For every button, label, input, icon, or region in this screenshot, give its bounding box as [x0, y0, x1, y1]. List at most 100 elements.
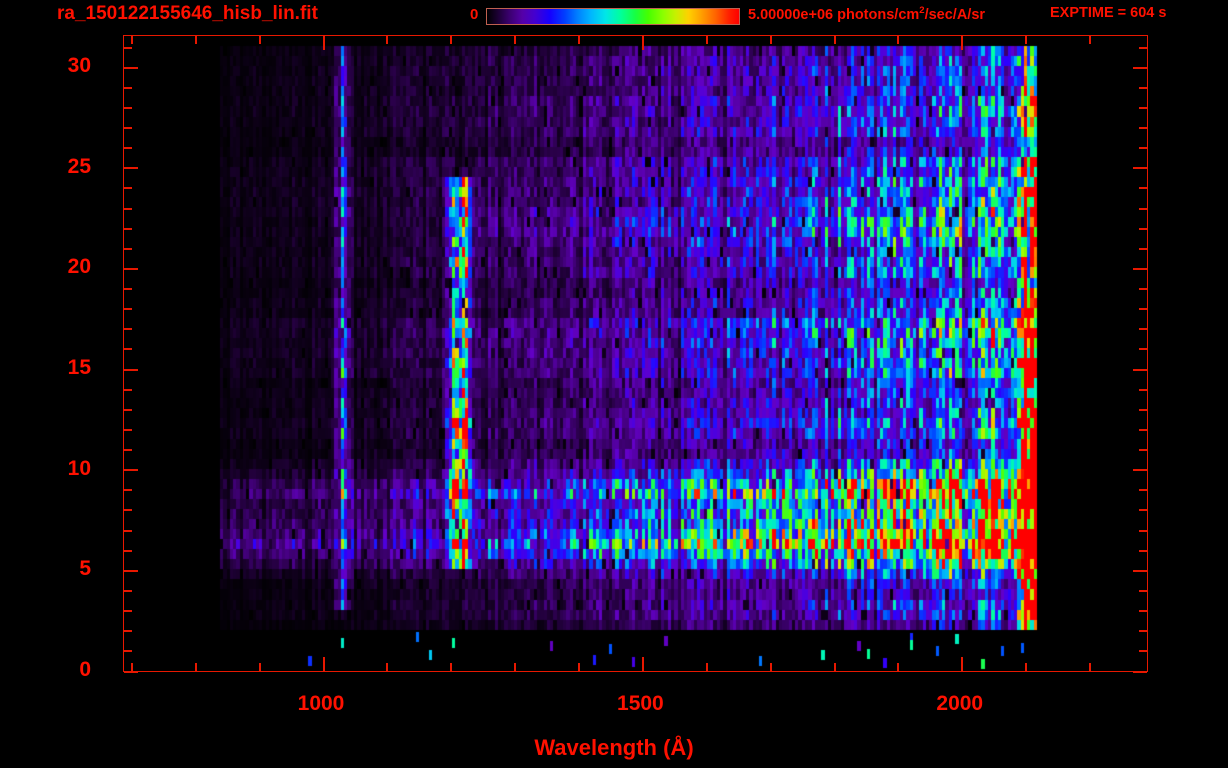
axis-tick — [450, 36, 453, 44]
axis-tick — [1133, 469, 1147, 472]
axis-tick — [124, 489, 132, 492]
axis-tick — [1139, 288, 1147, 291]
axis-tick — [1133, 167, 1147, 170]
axis-tick — [514, 36, 517, 44]
axis-tick — [1139, 308, 1147, 311]
y-tick-label: 20 — [67, 255, 91, 279]
axis-tick — [124, 670, 138, 673]
axis-tick — [1089, 663, 1091, 671]
axis-tick — [124, 227, 132, 230]
x-tick-label: 1500 — [617, 692, 664, 715]
plot-frame — [123, 35, 1148, 673]
axis-tick — [1139, 549, 1147, 552]
colorbar-units-post: /sec/A/sr — [924, 6, 986, 23]
exptime-label: EXPTIME = 604 s — [1050, 5, 1167, 21]
axis-tick — [124, 187, 132, 190]
axis-tick — [1139, 247, 1147, 250]
axis-tick — [124, 449, 132, 452]
axis-tick — [124, 167, 138, 170]
axis-tick — [258, 36, 261, 44]
axis-tick — [578, 36, 580, 44]
axis-tick — [124, 509, 132, 512]
axis-tick — [258, 663, 261, 671]
axis-tick — [1139, 328, 1147, 331]
axis-tick — [1139, 227, 1147, 230]
axis-tick — [124, 247, 132, 250]
axis-tick — [124, 428, 132, 431]
y-tick-label: 0 — [79, 658, 91, 681]
page-title: ra_150122155646_hisb_lin.fit — [57, 3, 318, 24]
axis-tick — [124, 368, 138, 371]
axis-tick — [578, 663, 580, 671]
axis-tick — [1025, 663, 1028, 671]
axis-tick — [124, 46, 132, 49]
axis-tick — [1139, 187, 1147, 190]
axis-tick — [386, 663, 389, 671]
axis-tick — [1133, 66, 1147, 69]
axis-tick — [1139, 388, 1147, 391]
axis-tick — [124, 569, 138, 572]
axis-tick — [124, 267, 138, 270]
axis-tick — [124, 650, 132, 653]
axis-tick — [124, 388, 132, 391]
axis-tick — [124, 127, 132, 130]
axis-tick — [124, 207, 132, 210]
axis-tick — [1139, 610, 1147, 613]
axis-tick — [124, 106, 132, 109]
axis-tick — [1025, 36, 1028, 44]
axis-tick — [769, 663, 772, 671]
axis-tick — [769, 36, 772, 44]
axis-tick — [194, 36, 197, 44]
axis-tick — [124, 610, 132, 613]
axis-tick — [386, 36, 389, 44]
axis-tick — [641, 36, 644, 50]
axis-tick — [124, 308, 132, 311]
y-tick-label: 30 — [67, 54, 91, 78]
axis-tick — [450, 663, 453, 671]
x-tick-label: 1000 — [297, 692, 345, 715]
axis-tick — [124, 328, 132, 331]
axis-tick — [514, 663, 517, 671]
y-tick-label: 15 — [67, 356, 91, 380]
colorbar-max-label: 5.00000e+06 photons/cm2/sec/A/sr — [748, 5, 985, 23]
axis-tick — [1089, 36, 1091, 44]
axis-tick — [1139, 489, 1147, 492]
axis-tick — [124, 630, 132, 633]
axis-tick — [961, 36, 964, 50]
axis-tick — [124, 86, 132, 89]
axis-tick — [124, 66, 138, 69]
axis-tick — [705, 663, 708, 671]
axis-tick — [1139, 529, 1147, 532]
axis-tick — [130, 663, 133, 671]
colorbar-units-pre: photons/cm — [833, 6, 920, 23]
axis-tick — [322, 36, 325, 50]
y-tick-label: 25 — [67, 154, 91, 178]
axis-tick — [124, 408, 132, 411]
axis-tick — [194, 663, 197, 671]
axis-tick — [124, 589, 132, 592]
axis-tick — [124, 469, 138, 472]
axis-tick — [1133, 267, 1147, 270]
axis-tick — [1139, 589, 1147, 592]
axis-tick — [322, 657, 325, 671]
axis-tick — [1139, 46, 1147, 49]
axis-tick — [124, 288, 132, 291]
axis-tick — [897, 663, 900, 671]
axis-tick — [961, 657, 964, 671]
axis-tick — [124, 147, 132, 150]
colorbar-units-exponent: 2 — [919, 5, 925, 16]
axis-tick — [124, 348, 132, 351]
axis-tick — [124, 529, 132, 532]
y-tick-label: 5 — [79, 557, 91, 581]
axis-tick — [1139, 348, 1147, 351]
axis-tick — [1139, 408, 1147, 411]
axis-tick — [1139, 147, 1147, 150]
x-axis-title: Wavelength (Å) — [534, 735, 694, 760]
axis-tick — [1139, 86, 1147, 89]
axis-tick — [130, 36, 133, 44]
axis-tick — [641, 657, 644, 671]
axis-tick — [833, 36, 836, 44]
axis-tick — [1139, 630, 1147, 633]
axis-tick — [833, 663, 836, 671]
